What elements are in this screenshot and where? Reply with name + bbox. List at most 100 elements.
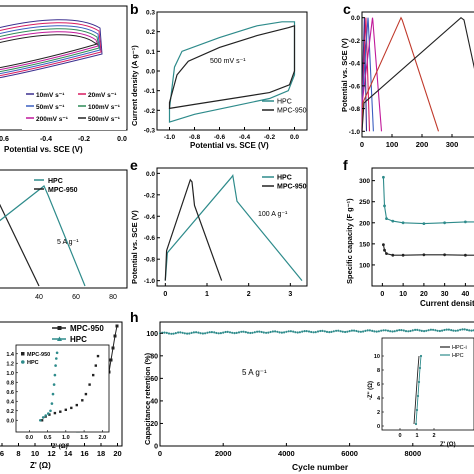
point-f-0-0 — [382, 175, 385, 179]
point-h-87 — [355, 329, 358, 333]
legend-label-a-2: 50mV s⁻¹ — [36, 104, 64, 111]
x-tick-g-4: 14 — [64, 449, 73, 458]
point-h-56 — [285, 330, 288, 333]
point-h-37 — [242, 330, 245, 333]
x-axis-label-h: Cycle number — [292, 462, 349, 472]
point-h-67 — [310, 330, 313, 334]
point-h-107 — [400, 329, 403, 332]
y-ticks-h: 0 20 40 60 80 100 — [146, 331, 163, 451]
y-tick-c-2: -0.4 — [349, 61, 361, 68]
point-h-75 — [328, 331, 331, 334]
inset-point-g-1-2 — [44, 414, 47, 417]
point-h-24 — [213, 331, 216, 334]
x-tick-a-2: -0.2 — [78, 136, 90, 143]
point-h-4 — [167, 332, 171, 335]
point-h-20 — [204, 332, 207, 335]
inset-x-tick-g-1: 0.5 — [44, 435, 52, 441]
point-h-133 — [459, 328, 462, 331]
y-ticks-e: 0.0 -0.2 -0.4 -0.6 -0.8 -1.0 — [144, 171, 160, 285]
x-ticks-e: 0 1 2 3 — [163, 283, 292, 298]
point-h-2 — [163, 331, 166, 334]
chart-c: 0100200300400 0.0-0.2-0.4-0.6-0.8-1.0 Po… — [340, 11, 474, 149]
y-tick-b-4: 0.1 — [146, 49, 155, 56]
legend-e: HPC MPC-950 — [262, 175, 307, 191]
point-h-60 — [294, 331, 297, 334]
x-tick-e-1: 1 — [205, 291, 209, 298]
y-tick-b-0: -0.3 — [144, 128, 156, 135]
x-tick-g-2: 10 — [31, 449, 39, 458]
legend-label-hpc-d: HPC — [48, 178, 63, 185]
inset-y-tick-h-5: 10 — [374, 354, 380, 360]
series-c-4 — [361, 16, 440, 132]
inset-y-tick-h-3: 6 — [377, 382, 380, 388]
inset-y-ticks-h: 0 2 4 6 8 10 — [374, 354, 384, 430]
legend-marker-g-1 — [57, 336, 62, 341]
point-h-88 — [357, 330, 360, 333]
inset-point-h-4 — [418, 366, 422, 370]
point-h-106 — [398, 329, 401, 332]
point-f-1-6 — [443, 253, 446, 257]
point-h-59 — [292, 330, 295, 333]
point-h-105 — [395, 329, 399, 332]
x-tick-c-3: 300 — [446, 140, 459, 149]
plot-frame-f — [371, 167, 474, 287]
point-h-43 — [256, 330, 259, 333]
plot-frame-h — [159, 321, 474, 447]
inset-x-tick-h-1: 1 — [415, 433, 418, 439]
series-c-5 — [361, 16, 474, 132]
inset-point-g-1-5 — [50, 402, 54, 405]
inset-x-tick-g-2: 1.0 — [62, 435, 70, 441]
y-tick-f-2: 200 — [359, 220, 370, 227]
point-h-12 — [186, 332, 189, 335]
point-h-25 — [215, 331, 218, 335]
point-h-69 — [314, 331, 317, 334]
inset-point-g-1-8 — [53, 373, 57, 377]
point-h-94 — [371, 329, 374, 332]
point-h-14 — [190, 331, 193, 334]
point-h-81 — [341, 330, 344, 333]
series-f-0 — [382, 177, 474, 225]
point-h-98 — [380, 329, 383, 332]
point-h-48 — [267, 331, 270, 334]
inset-legend-g: MPC-950 HPC — [21, 352, 50, 366]
point-h-79 — [337, 329, 340, 332]
y-axis-label-b: Current density (A g⁻¹) — [130, 45, 139, 126]
point-h-28 — [222, 331, 225, 334]
inset-series-h-1 — [415, 355, 422, 425]
point-h-27 — [219, 332, 222, 335]
series-b-1 — [168, 24, 296, 110]
gcd-curves-c — [361, 16, 474, 132]
point-h-99 — [382, 329, 385, 332]
inset-y-tick-h-2: 4 — [377, 396, 381, 402]
inset-point-g-0-2 — [48, 413, 51, 416]
x-tick-g-6: 18 — [97, 449, 105, 458]
inset-point-g-1-1 — [41, 416, 45, 419]
y-tick-e-0: 0.0 — [146, 171, 155, 178]
point-h-83 — [346, 330, 349, 333]
inset-legend-label-h-0: HPC-i — [452, 345, 467, 351]
inset-point-h-3 — [417, 380, 421, 384]
legend-label-e-1: MPC-950 — [277, 184, 307, 191]
point-h-112 — [411, 329, 414, 332]
x-tick-b-1: -0.8 — [189, 134, 201, 141]
point-g-mpc950-7 — [111, 346, 115, 350]
point-h-97 — [377, 330, 380, 333]
point-h-31 — [228, 331, 232, 334]
chart-f: 0 10 20 30 40 100 150 200 250 300 Specific capac… — [345, 167, 474, 308]
legend-a: 10mV s⁻¹ 20mV s⁻¹ 50mV s⁻¹ 100mV s⁻¹ 200mV s… — [26, 92, 120, 123]
x-tick-h-2: 4000 — [278, 449, 295, 458]
y-tick-c-1: -0.2 — [349, 38, 361, 45]
point-f-1-5 — [422, 253, 426, 257]
series-hpc-d — [0, 185, 86, 287]
y-axis-label-h: Capacitance retention (%) — [143, 352, 152, 445]
point-h-103 — [391, 330, 394, 333]
inset-point-g-0-8 — [81, 399, 84, 402]
panel-letter-h: h — [130, 309, 139, 325]
point-f-1-4 — [401, 253, 405, 257]
inset-point-h-1 — [415, 408, 419, 412]
x-axis-label-g: Z' (Ω) — [30, 461, 51, 470]
inset-y-tick-g-3: 0.6 — [6, 390, 14, 396]
point-f-1-7 — [464, 253, 467, 257]
point-h-111 — [409, 329, 412, 333]
y-ticks-b: -0.3 -0.2 -0.1 0.0 0.1 0.2 0.3 — [144, 10, 160, 135]
